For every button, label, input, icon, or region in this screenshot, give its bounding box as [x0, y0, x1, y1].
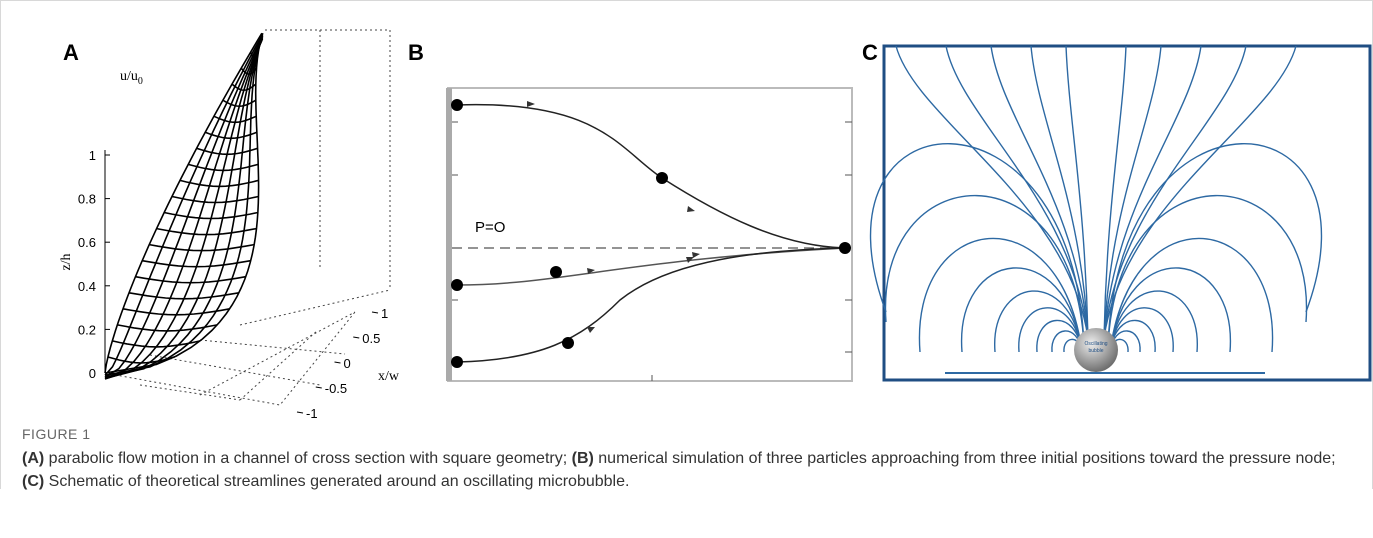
figure: A B C u/u0 z/h x/w P=O 10.80.60.40.2010.…: [59, 29, 1372, 420]
streamline: [1109, 237, 1274, 353]
caption-label: (A): [22, 450, 45, 467]
x-tick-label: -1: [306, 406, 318, 420]
panel-label: A: [63, 40, 79, 65]
mesh-line: [104, 38, 264, 380]
z-tick-label: 0: [89, 366, 96, 381]
caption-segment: Schematic of theoretical streamlines gen…: [48, 473, 630, 490]
streamline: [990, 45, 1089, 339]
streamline: [1030, 45, 1089, 339]
x-tick-label: 0: [344, 356, 351, 371]
bubble: [1074, 328, 1118, 372]
u-subscript: 0: [138, 76, 143, 87]
x-tick: [334, 361, 341, 364]
ticks: [452, 121, 852, 381]
panel-label: B: [408, 40, 424, 65]
mesh-line: [104, 37, 264, 378]
streamline: [1103, 45, 1162, 339]
box-line: [199, 311, 356, 396]
box-line: [265, 29, 391, 290]
x-tick-label: -0.5: [325, 381, 347, 396]
z-axis-label: z/h: [59, 253, 74, 270]
left-border: [446, 88, 452, 381]
streamline: [1107, 194, 1308, 347]
caption-text: (A) parabolic flow motion in a channel o…: [22, 447, 1352, 493]
x-tick: [353, 336, 360, 339]
z-tick-label: 0.2: [78, 322, 96, 337]
caption-title: FIGURE 1: [22, 426, 91, 442]
plot-box: [447, 87, 853, 382]
caption-label: (C): [22, 473, 45, 490]
mesh-line: [104, 32, 263, 374]
bubble-text: bubble: [1088, 348, 1103, 354]
x-tick-label: 0.5: [362, 331, 380, 346]
x-axis-label: x/w: [378, 369, 400, 384]
streamline: [1109, 307, 1174, 353]
bubble-text: Oscillating: [1084, 341, 1107, 347]
panel-label: C: [862, 40, 878, 65]
streamline: [1103, 45, 1297, 339]
streamline: [1109, 290, 1198, 353]
mesh-line: [104, 32, 264, 374]
streamlines: [869, 45, 1323, 353]
mesh-line: [104, 38, 264, 380]
caption-segment: parabolic flow motion in a channel of cr…: [48, 450, 568, 467]
u-axis-label: u/u0: [120, 69, 143, 87]
streamline: [1103, 45, 1202, 339]
z-tick-label: 0.6: [78, 235, 96, 250]
panel-c-plot: Oscillating bubble: [869, 44, 1372, 382]
streamline: [1065, 45, 1089, 339]
x-tick: [296, 411, 304, 414]
x-tick-label: 1: [381, 306, 388, 321]
panel-b-plot: [446, 87, 853, 382]
mesh-line: [104, 35, 263, 376]
trajectory: [456, 247, 846, 286]
mesh-line: [104, 38, 263, 380]
box-line: [239, 329, 319, 401]
caption: FIGURE 1 (A) parabolic flow motion in a …: [22, 423, 1352, 493]
streamline: [895, 45, 1089, 339]
box-line: [199, 339, 346, 355]
streamline: [918, 237, 1083, 353]
x-tick: [371, 311, 379, 314]
streamline: [1103, 45, 1247, 339]
box-line: [104, 311, 356, 406]
mesh-line: [104, 37, 263, 378]
trajectory: [456, 103, 846, 249]
streamline: [994, 290, 1083, 353]
streamline: [1103, 45, 1127, 339]
mesh-line: [104, 35, 264, 377]
streamline: [884, 194, 1085, 347]
streamline: [1107, 143, 1323, 347]
x-tick: [315, 386, 322, 389]
annotation: P=O: [475, 219, 505, 236]
z-tick-label: 1: [89, 148, 96, 163]
trajectory: [456, 247, 846, 363]
caption-segment: numerical simulation of three particles …: [598, 450, 1336, 467]
arrows: [527, 101, 700, 333]
box-line: [239, 289, 391, 326]
u-label: u/u: [120, 69, 138, 84]
streamline: [869, 143, 1085, 347]
streamline: [945, 45, 1089, 339]
streamline: [1109, 267, 1231, 353]
particles: [451, 99, 851, 368]
streamline: [961, 267, 1083, 353]
plot-box: [882, 44, 1372, 382]
box-line: [139, 384, 241, 401]
z-tick-label: 0.8: [78, 192, 96, 207]
streamline: [1018, 307, 1083, 353]
z-tick-label: 0.4: [78, 279, 96, 294]
caption-label: (B): [571, 450, 594, 467]
box-line: [149, 354, 321, 386]
